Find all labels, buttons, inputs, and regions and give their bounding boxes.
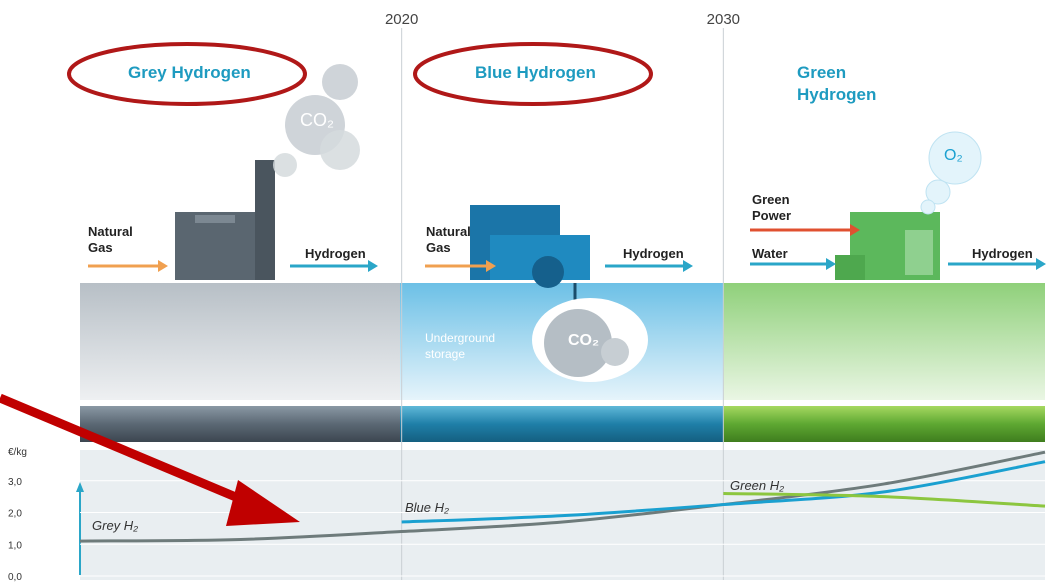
emission-label: CO₂ [568,333,599,349]
green-pipe [723,406,1045,442]
grey-pipe [80,406,400,442]
stage-title: Grey Hydrogen [128,62,251,84]
emission-label: CO₂ [300,112,334,128]
bubble [601,338,629,366]
emission-label: O₂ [944,148,963,164]
grey-ground [80,283,400,400]
y-tick-label: 0,0 [8,572,22,583]
factory-detail [905,230,933,275]
page: 2020 2030 0,0 1,0 2,0 3,0 €/kg Grey H₂ Blue H₂ Gr… [0,0,1054,587]
blue-pipe [400,406,723,442]
bubble [320,130,360,170]
series-label: Green H₂ [730,478,784,493]
scenery [76,64,1046,580]
year-label: 2030 [707,11,740,28]
stage-title: Green Hydrogen [797,62,897,106]
y-tick-label: 3,0 [8,477,22,488]
input-label: Natural Gas [88,224,148,256]
input-label: Water [752,246,788,262]
factory [835,255,865,280]
input-label: Natural Gas [426,224,486,256]
bubble [273,153,297,177]
input-label: Green Power [752,192,807,224]
series-label: Blue H₂ [405,500,449,515]
bubble [322,64,358,100]
factory-detail [195,215,235,223]
y-tick-label: 2,0 [8,509,22,520]
green-ground [723,283,1045,400]
storage-label: Underground storage [425,330,525,362]
y-tick-label: 1,0 [8,540,22,551]
bubble [921,200,935,214]
stage-title: Blue Hydrogen [475,62,596,84]
y-axis-label: €/kg [8,447,27,458]
factory-detail [532,256,564,288]
output-label: Hydrogen [623,246,684,262]
output-label: Hydrogen [305,246,366,262]
chimney [255,160,275,280]
year-label: 2020 [385,11,418,28]
output-label: Hydrogen [972,246,1033,262]
series-label: Grey H₂ [92,518,138,533]
